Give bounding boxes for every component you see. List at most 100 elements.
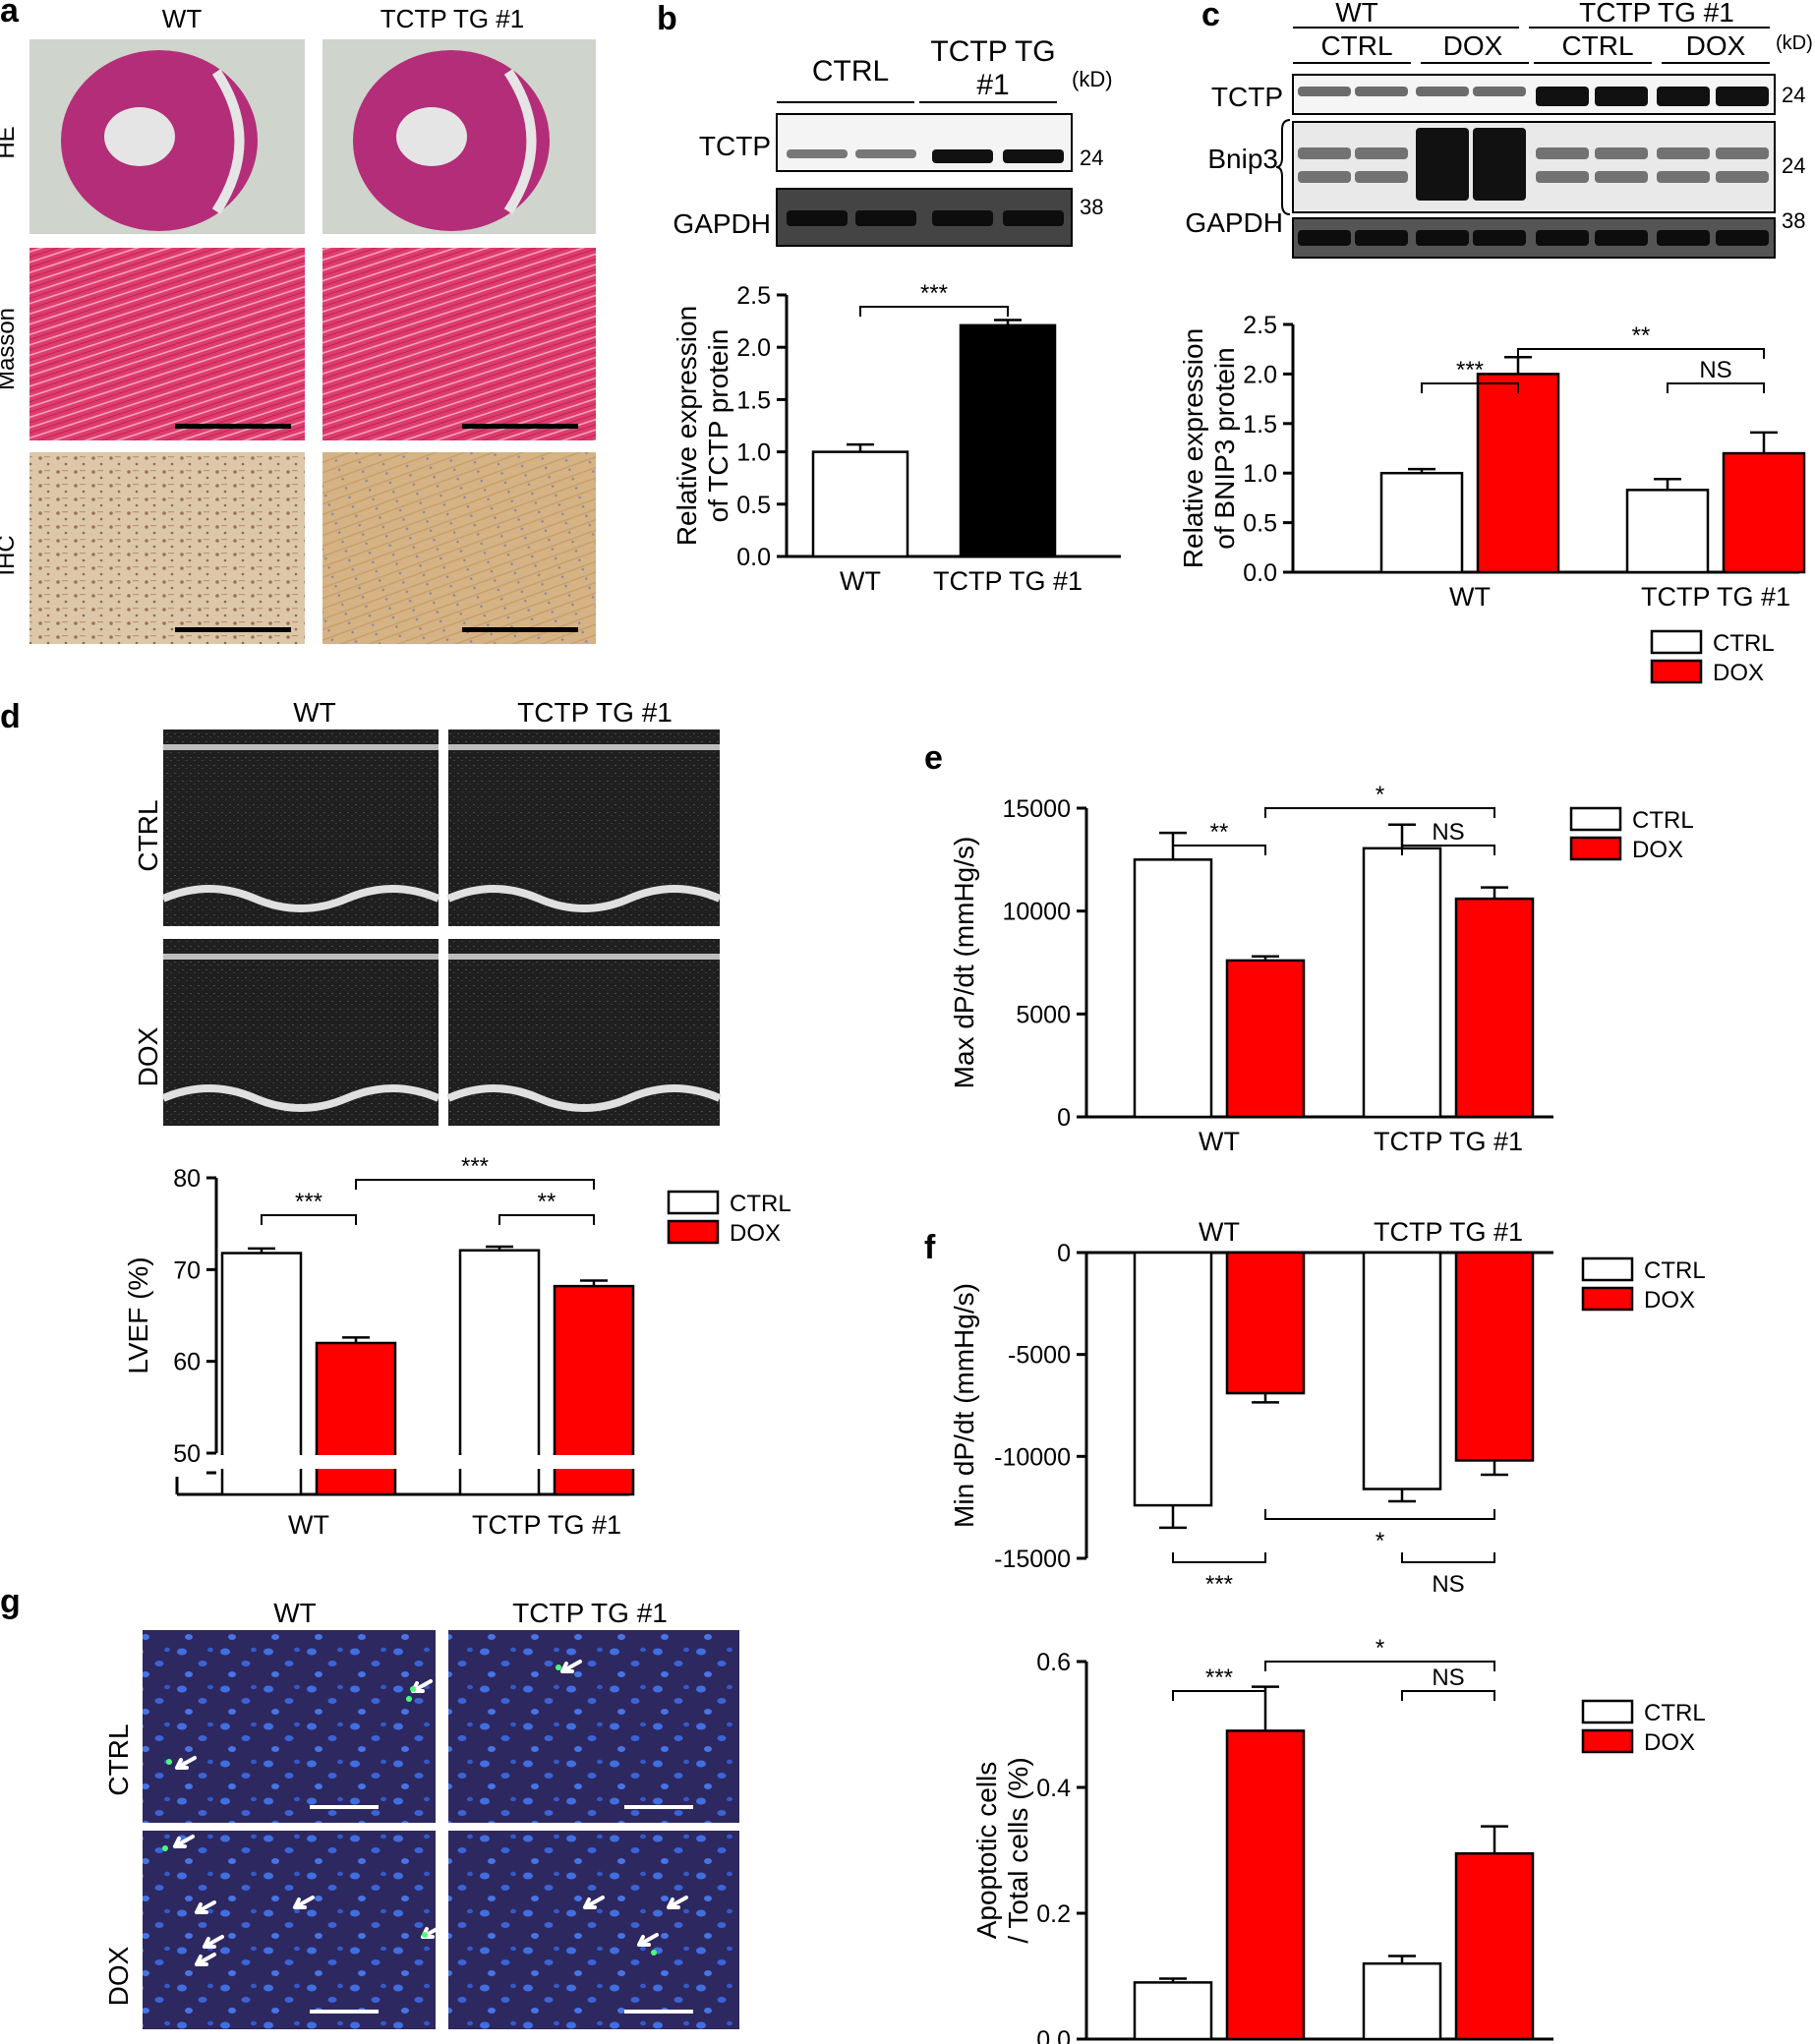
panel-letter-a: a xyxy=(0,0,20,29)
blot-band xyxy=(1355,171,1408,183)
blot-band xyxy=(1657,87,1710,106)
echo-wall-line xyxy=(446,1084,722,1112)
legend-label: DOX xyxy=(1644,1729,1695,1756)
blot-b-row-label: GAPDH xyxy=(673,208,771,239)
blot-band xyxy=(932,149,993,163)
panel-d-col-label: TCTP TG #1 xyxy=(517,697,673,728)
panel-d-col-label: WT xyxy=(293,697,336,728)
blot-b-marker: 38 xyxy=(1080,195,1103,219)
y-tick-label: 5000 xyxy=(1016,1001,1071,1028)
legend-label: CTRL xyxy=(730,1191,791,1217)
arrow-icon xyxy=(667,1896,688,1909)
significance-bracket xyxy=(1401,845,1495,855)
echo-wall-line xyxy=(446,885,722,912)
blot-band xyxy=(1298,147,1351,159)
blot-c-sub-label: CTRL xyxy=(1561,30,1633,61)
echo-mmode-image xyxy=(448,730,720,926)
tunel-image xyxy=(448,1630,739,1823)
significance-bracket xyxy=(1264,807,1495,818)
arrow-icon xyxy=(173,1835,195,1848)
bar-dox xyxy=(1225,959,1306,1119)
blot-band xyxy=(1657,230,1710,246)
scale-bar xyxy=(175,424,291,429)
bar-ctrl xyxy=(1133,858,1213,1119)
blot-band xyxy=(1003,149,1064,163)
panel-letter-g: g xyxy=(0,1583,21,1620)
x-category-label: TCTP TG #1 xyxy=(933,566,1083,596)
legend-label: CTRL xyxy=(1644,1257,1706,1284)
blot-bracket xyxy=(1275,119,1291,215)
significance-bracket xyxy=(1421,382,1519,393)
blot-band xyxy=(1595,171,1648,183)
blot-band xyxy=(1595,87,1648,106)
y-tick-label: 0 xyxy=(1057,1240,1071,1267)
panel-letter-e: e xyxy=(924,739,943,777)
y-tick-label: 2.0 xyxy=(1243,361,1277,388)
significance-label: *** xyxy=(1456,357,1484,383)
legend-swatch-dox xyxy=(1569,836,1622,861)
bar-dox xyxy=(1722,451,1806,574)
bar-dox xyxy=(1454,1251,1535,1462)
significance-label: ** xyxy=(1632,322,1651,349)
tunel-image xyxy=(143,1630,436,1823)
bar-dox xyxy=(1225,1729,1306,2041)
blot-band xyxy=(1657,171,1710,183)
bar-dox xyxy=(1225,1251,1306,1395)
x-category-label: TCTP TG #1 xyxy=(1641,582,1790,612)
blot-b-col-label: TCTP TG xyxy=(930,35,1055,68)
significance-label: *** xyxy=(461,1153,489,1180)
blot-band xyxy=(1003,210,1064,226)
tunel-positive-cell xyxy=(166,1759,172,1765)
arrow-icon xyxy=(203,1935,224,1949)
blot-band xyxy=(1716,147,1769,159)
axis-break-gap xyxy=(457,1455,542,1469)
arrow-icon xyxy=(583,1896,605,1909)
bar-tctp-tg--1 xyxy=(959,323,1057,558)
y-tick-label: 1.5 xyxy=(736,386,771,414)
arrow-icon xyxy=(560,1660,582,1673)
legend-label: DOX xyxy=(1644,1287,1695,1314)
y-tick-label: 0.0 xyxy=(1036,2026,1071,2044)
echo-mmode-image xyxy=(448,939,720,1126)
panel-g-row-label: CTRL xyxy=(103,1723,134,1795)
y-tick-label: 0.5 xyxy=(736,492,771,519)
y-axis-label: Apoptotic cells xyxy=(971,1762,1002,1940)
significance-label: ** xyxy=(538,1189,556,1215)
blot-band xyxy=(1536,147,1589,159)
panel-d-row-label: CTRL xyxy=(133,799,163,871)
significance-label: *** xyxy=(1205,1664,1233,1691)
blot-band xyxy=(1298,171,1351,183)
arrow-icon xyxy=(195,1953,216,1966)
blot-band xyxy=(1298,230,1351,246)
scale-bar xyxy=(310,1805,379,1809)
echo-wall-line xyxy=(161,1084,440,1112)
blot-band xyxy=(1536,171,1589,183)
bar-ctrl xyxy=(1362,1961,1442,2041)
blot-c-bnip3-membrane xyxy=(1292,121,1776,213)
significance-label: * xyxy=(1376,1635,1384,1662)
bar-ctrl xyxy=(1362,1251,1442,1490)
x-category-label: TCTP TG #1 xyxy=(472,1510,621,1540)
arrow-icon xyxy=(293,1896,315,1909)
significance-label: NS xyxy=(1432,1571,1464,1598)
blot-c-sub-label: DOX xyxy=(1443,30,1503,61)
scale-bar xyxy=(462,627,578,632)
histology-masson-image xyxy=(322,248,596,440)
blot-band xyxy=(1716,171,1769,183)
y-tick-label: -15000 xyxy=(994,1546,1071,1573)
rv-lumen-shape xyxy=(503,69,537,214)
blot-band xyxy=(1595,147,1648,159)
legend-label: DOX xyxy=(1632,837,1683,863)
y-axis-label: Min dP/dt (mmHg/s) xyxy=(949,1283,979,1528)
y-tick-label: 0.5 xyxy=(1243,510,1277,538)
tunel-image xyxy=(448,1831,739,2029)
y-axis-label: LVEF (%) xyxy=(123,1256,153,1373)
panel-g-row-label: DOX xyxy=(103,1946,134,2006)
significance-bracket xyxy=(261,1214,357,1225)
echo-mmode-image xyxy=(163,730,439,926)
significance-bracket xyxy=(1667,382,1765,393)
tunel-positive-cell xyxy=(410,1686,416,1692)
tunel-positive-cell xyxy=(162,1845,168,1851)
blot-band xyxy=(855,149,916,158)
blot-band xyxy=(1298,87,1351,96)
